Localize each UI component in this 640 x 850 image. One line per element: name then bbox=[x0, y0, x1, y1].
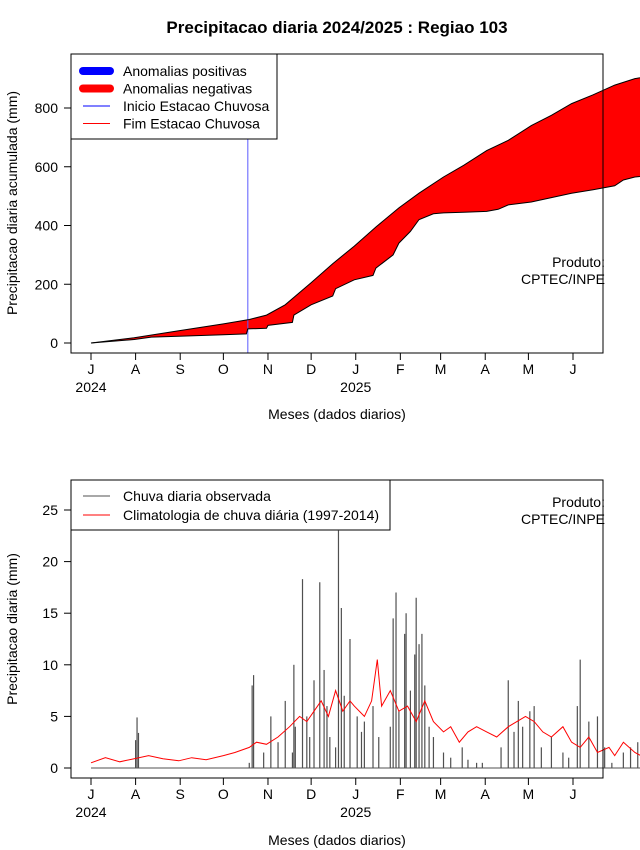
x-tick-label: J bbox=[352, 786, 359, 802]
product-source: CPTEC/INPE bbox=[521, 511, 605, 527]
legend-label: Chuva diaria observada bbox=[123, 488, 271, 504]
legend-label: Inicio Estacao Chuvosa bbox=[123, 98, 270, 114]
legend-box bbox=[70, 479, 391, 531]
x-tick-label: J bbox=[570, 786, 577, 802]
year-label: 2025 bbox=[340, 804, 371, 820]
y-tick-label: 0 bbox=[50, 335, 58, 351]
y-tick-label: 0 bbox=[50, 760, 58, 776]
y-tick-label: 20 bbox=[42, 554, 58, 570]
y-tick-label: 400 bbox=[35, 218, 59, 234]
negative-anomaly-area bbox=[91, 77, 640, 343]
year-label: 2024 bbox=[75, 804, 106, 820]
year-label: 2025 bbox=[340, 379, 371, 395]
legend-label: Fim Estacao Chuvosa bbox=[123, 116, 260, 132]
product-label: Produto: bbox=[552, 494, 605, 510]
x-tick-label: D bbox=[306, 786, 316, 802]
y-tick-label: 600 bbox=[35, 159, 59, 175]
y-tick-label: 200 bbox=[35, 276, 59, 292]
climatology-line bbox=[90, 659, 640, 764]
x-tick-label: A bbox=[131, 786, 141, 802]
x-tick-label: M bbox=[435, 361, 447, 377]
x-tick-label: J bbox=[352, 361, 359, 377]
x-tick-label: F bbox=[396, 361, 405, 377]
accumulated-lines bbox=[90, 77, 640, 344]
x-tick-label: N bbox=[263, 786, 273, 802]
x-tick-label: M bbox=[523, 786, 535, 802]
legend: Chuva diaria observada Climatologia de ch… bbox=[70, 479, 391, 531]
y-axis-label: Precipitacao diaria acumulada (mm) bbox=[4, 91, 20, 315]
y-tick-label: 5 bbox=[50, 708, 58, 724]
y-tick-label: 10 bbox=[42, 657, 58, 673]
x-tick-label: S bbox=[176, 786, 185, 802]
observed-bars bbox=[91, 530, 640, 769]
x-tick-label: S bbox=[176, 361, 185, 377]
x-tick-label: J bbox=[88, 361, 95, 377]
figure-title: Precipitacao diaria 2024/2025 : Regiao 1… bbox=[166, 18, 507, 37]
x-tick-label: D bbox=[306, 361, 316, 377]
legend: Anomalias positivas Anomalias negativasIn… bbox=[70, 53, 278, 140]
y-tick-label: 25 bbox=[42, 502, 58, 518]
product-label: Produto: bbox=[552, 254, 605, 270]
legend-label: Anomalias positivas bbox=[123, 63, 247, 79]
x-tick-label: O bbox=[218, 361, 229, 377]
legend-label: Anomalias negativas bbox=[123, 81, 252, 97]
climatology-accumulated-line bbox=[90, 77, 640, 344]
year-label: 2024 bbox=[75, 379, 106, 395]
x-tick-label: A bbox=[131, 361, 141, 377]
x-tick-label: O bbox=[218, 786, 229, 802]
x-tick-label: N bbox=[263, 361, 273, 377]
y-tick-label: 800 bbox=[35, 100, 59, 116]
x-axis-label: Meses (dados diarios) bbox=[268, 406, 406, 422]
x-tick-label: A bbox=[481, 361, 491, 377]
anomaly-area bbox=[91, 77, 640, 343]
x-tick-label: F bbox=[396, 786, 405, 802]
x-axis-label: Meses (dados diarios) bbox=[268, 832, 406, 848]
x-tick-label: A bbox=[481, 786, 491, 802]
product-source: CPTEC/INPE bbox=[521, 271, 605, 287]
axes: J A S O N D J F M A M J 2024 2025 0 200 400 600 800 bbox=[35, 100, 577, 395]
observed-accumulated-line bbox=[90, 175, 640, 344]
x-tick-label: M bbox=[523, 361, 535, 377]
legend-label: Climatologia de chuva diária (1997-2014) bbox=[123, 507, 379, 523]
y-tick-label: 15 bbox=[42, 605, 58, 621]
x-tick-label: M bbox=[435, 786, 447, 802]
y-axis-label: Precipitacao diaria (mm) bbox=[4, 553, 20, 705]
accumulated-panel: J A S O N D J F M A M J 2024 2025 0 200 400 600 800 Precip… bbox=[4, 53, 640, 422]
x-tick-label: J bbox=[570, 361, 577, 377]
x-tick-label: J bbox=[88, 786, 95, 802]
